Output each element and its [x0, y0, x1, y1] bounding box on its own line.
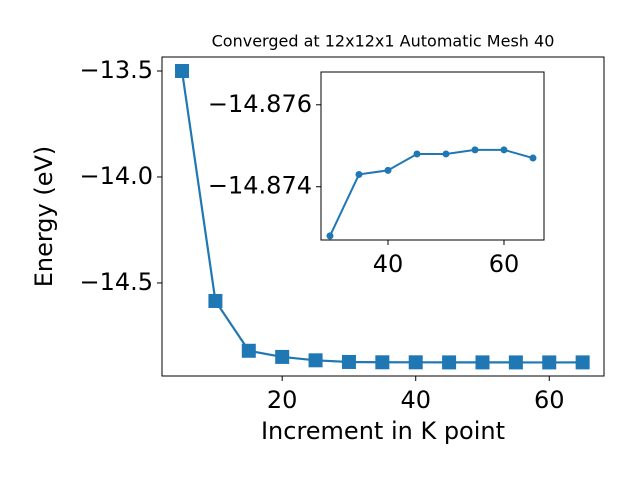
marker — [275, 349, 290, 364]
marker — [442, 355, 457, 370]
x-axis-label: Increment in K point — [261, 417, 505, 445]
plot-area — [320, 71, 545, 241]
x-tick-label: 60 — [534, 386, 565, 414]
marker — [208, 293, 223, 308]
marker — [471, 146, 479, 154]
chart-title: Converged at 12x12x1 Automatic Mesh 40 — [212, 32, 555, 51]
marker — [475, 355, 490, 370]
marker — [542, 355, 557, 370]
marker — [408, 355, 423, 370]
marker — [384, 166, 392, 174]
marker — [500, 146, 508, 154]
marker — [413, 150, 421, 158]
line — [329, 148, 534, 237]
x-tick-label: 20 — [267, 386, 298, 414]
y-axis-label: Energy (eV) — [30, 146, 58, 288]
y-tick-label: −14.874 — [208, 172, 312, 200]
x-tick-label: 40 — [373, 250, 404, 278]
marker — [375, 355, 390, 370]
marker — [326, 232, 334, 240]
marker — [341, 354, 356, 369]
marker — [308, 353, 323, 368]
y-tick-label: −13.5 — [79, 56, 153, 84]
y-tick-label: −14.5 — [79, 268, 153, 296]
marker — [529, 154, 537, 162]
marker — [508, 355, 523, 370]
marker — [241, 343, 256, 358]
x-tick-label: 40 — [400, 386, 431, 414]
marker — [355, 170, 363, 178]
y-tick-label: −14.0 — [79, 162, 153, 190]
x-tick-label: 60 — [489, 250, 520, 278]
marker — [442, 150, 450, 158]
y-tick-label: −14.876 — [208, 90, 312, 118]
marker — [575, 355, 590, 370]
marker — [175, 63, 190, 78]
